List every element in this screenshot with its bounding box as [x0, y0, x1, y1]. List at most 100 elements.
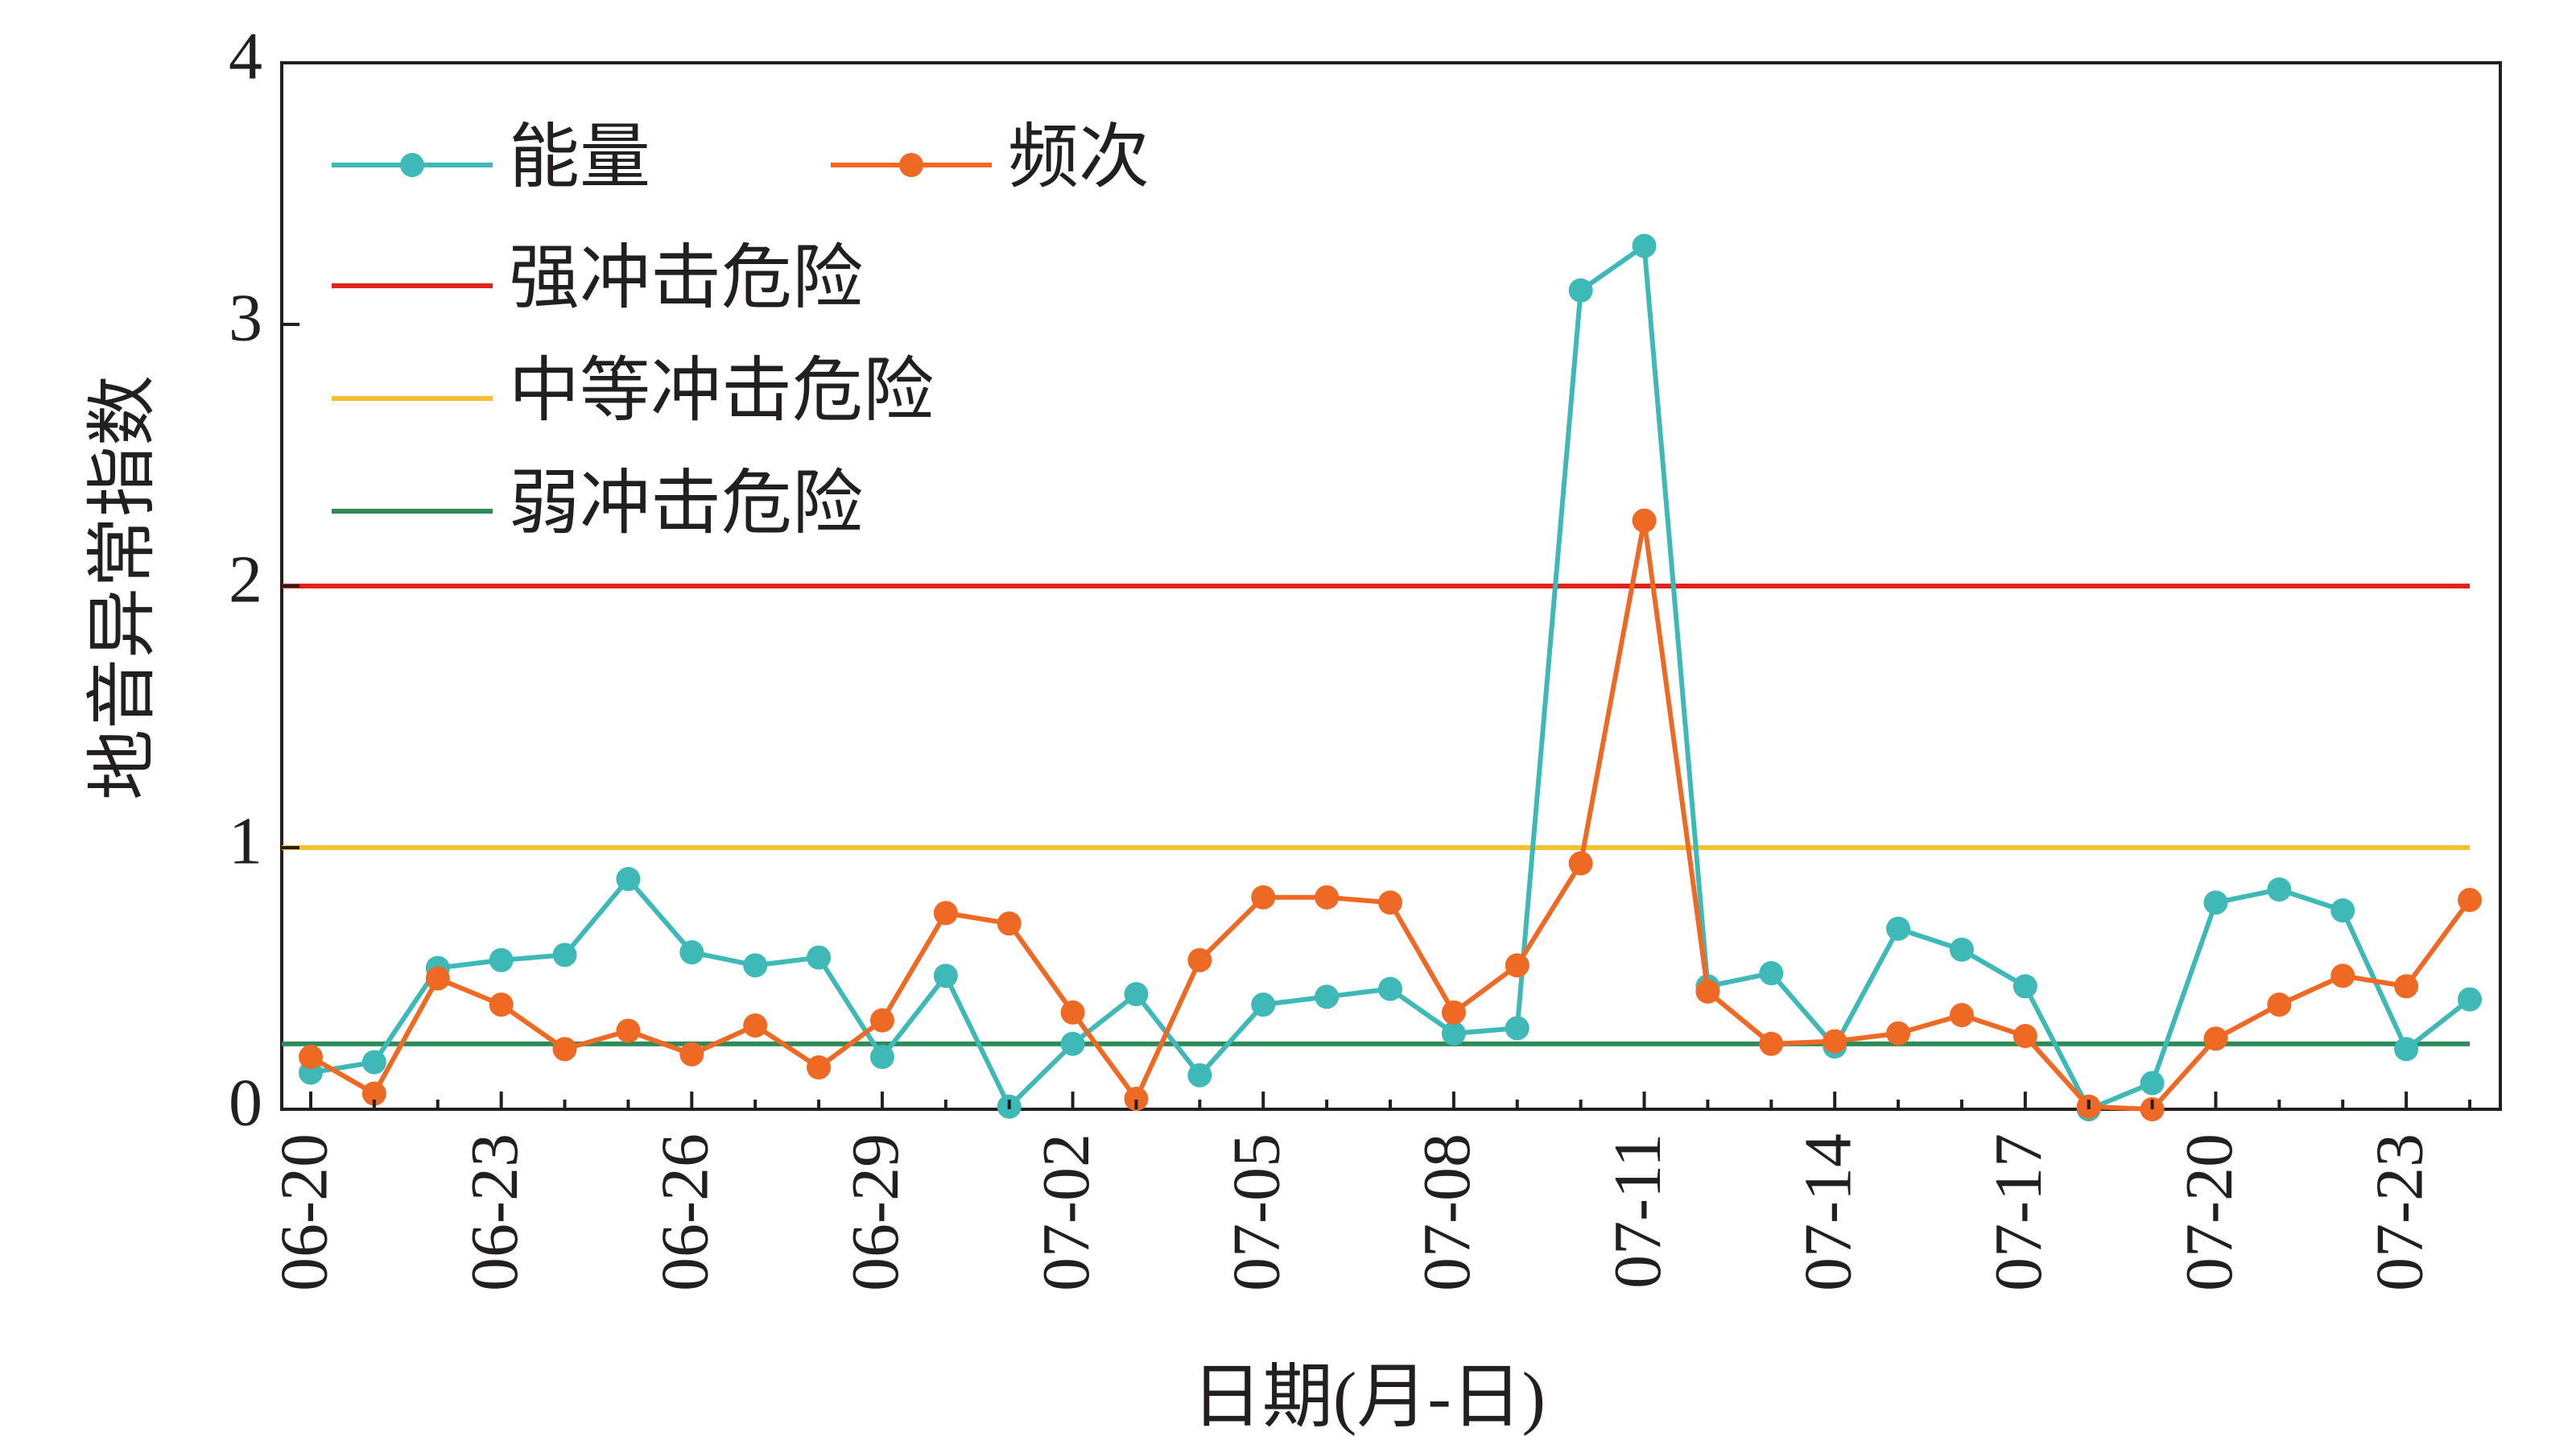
legend-label: 频次 — [1008, 119, 1150, 197]
x-tick-label: 06-20 — [266, 1133, 341, 1291]
data-point — [425, 966, 450, 991]
data-point — [1505, 1016, 1530, 1041]
data-point — [2394, 1037, 2419, 1062]
data-point — [2203, 1026, 2228, 1051]
data-point — [2330, 898, 2355, 923]
data-point — [552, 943, 577, 968]
data-point — [1886, 1021, 1911, 1046]
data-point — [2013, 1024, 2037, 1048]
data-point — [489, 947, 514, 972]
legend-label: 中等冲击危险 — [509, 353, 934, 431]
data-point — [616, 867, 641, 891]
data-point — [2140, 1071, 2165, 1096]
data-point — [1378, 976, 1402, 1001]
legend-label: 强冲击危险 — [509, 240, 863, 318]
data-point — [1632, 508, 1657, 533]
x-tick-label: 07-05 — [1220, 1133, 1294, 1291]
data-point — [1949, 1003, 1974, 1027]
data-point — [2267, 877, 2292, 902]
data-point — [1251, 993, 1276, 1017]
data-point — [1695, 979, 1720, 1004]
data-point — [743, 953, 768, 978]
reference-lines — [282, 584, 2470, 1046]
data-point — [679, 940, 704, 964]
x-tick-label: 07-08 — [1410, 1133, 1484, 1291]
legend-label: 能量 — [509, 119, 650, 197]
data-point — [869, 1045, 894, 1069]
y-tick-label: 2 — [229, 542, 262, 617]
data-point — [1251, 885, 1276, 910]
data-point — [1759, 1031, 1784, 1056]
data-point — [933, 964, 958, 989]
x-tick-label: 07-20 — [2172, 1133, 2247, 1291]
data-point — [1187, 1063, 1212, 1088]
legend-item: 中等冲击危险 — [332, 353, 934, 431]
series-group — [299, 233, 2482, 1121]
data-point — [1441, 1021, 1466, 1046]
y-tick-label: 4 — [229, 19, 262, 93]
x-tick-label: 07-17 — [1981, 1133, 2056, 1291]
data-point — [1315, 885, 1340, 910]
data-point — [2013, 974, 2037, 999]
data-point — [299, 1045, 323, 1069]
data-point — [933, 901, 958, 926]
data-point — [1378, 890, 1402, 915]
y-axis-title: 地音异常指数 — [85, 375, 163, 800]
data-point — [807, 945, 832, 970]
x-tick-label: 06-23 — [457, 1133, 532, 1291]
data-point — [2458, 888, 2482, 912]
data-point — [1568, 851, 1593, 876]
legend-marker — [899, 153, 923, 177]
data-point — [1759, 961, 1784, 985]
x-tick-label: 07-14 — [1790, 1133, 1865, 1291]
y-axis-ticks: 0 1 2 3 4 — [229, 19, 299, 1140]
data-point — [489, 993, 514, 1017]
data-point — [2330, 964, 2355, 989]
data-point — [997, 911, 1022, 936]
series-lines — [299, 233, 2482, 1121]
data-point — [1124, 982, 1149, 1006]
data-point — [1823, 1029, 1847, 1054]
data-point — [869, 1008, 894, 1033]
data-point — [616, 1018, 641, 1043]
data-point — [1441, 1000, 1466, 1025]
legend-item: 能量 — [332, 119, 650, 197]
data-point — [2458, 987, 2482, 1012]
x-axis-title: 日期(月-日) — [1191, 1359, 1546, 1437]
data-point — [1886, 916, 1911, 941]
data-point — [743, 1013, 768, 1038]
data-point — [1124, 1087, 1149, 1111]
y-tick-label: 0 — [229, 1065, 262, 1140]
data-point — [679, 1042, 704, 1067]
x-tick-label: 07-02 — [1029, 1133, 1104, 1291]
legend-label: 弱冲击危险 — [509, 465, 863, 543]
legend-marker — [400, 153, 424, 177]
data-point — [2267, 993, 2292, 1017]
data-point — [552, 1037, 577, 1062]
data-point — [1632, 233, 1657, 258]
legend-item: 频次 — [831, 119, 1150, 197]
x-tick-label: 07-11 — [1600, 1133, 1675, 1289]
data-point — [1315, 984, 1340, 1009]
y-tick-label: 3 — [229, 280, 262, 355]
data-point — [2394, 974, 2419, 999]
data-point — [1060, 1031, 1085, 1056]
data-point — [1568, 278, 1593, 303]
data-point — [1505, 953, 1530, 978]
legend-item: 弱冲击危险 — [332, 465, 863, 543]
x-tick-label: 06-29 — [838, 1133, 913, 1291]
data-point — [2203, 890, 2228, 915]
x-tick-label: 06-26 — [648, 1133, 723, 1291]
data-point — [361, 1081, 386, 1106]
data-point — [361, 1050, 386, 1075]
data-point — [1060, 1000, 1085, 1025]
data-point — [1949, 937, 1974, 962]
data-point — [1187, 947, 1212, 972]
x-axis-ticks: 06-20 06-23 06-26 06-29 07-02 07-05 07-08 07-11… — [266, 1092, 2471, 1291]
x-tick-label: 07-23 — [2362, 1133, 2437, 1291]
y-tick-label: 1 — [229, 803, 262, 878]
legend-item: 强冲击危险 — [332, 240, 863, 318]
